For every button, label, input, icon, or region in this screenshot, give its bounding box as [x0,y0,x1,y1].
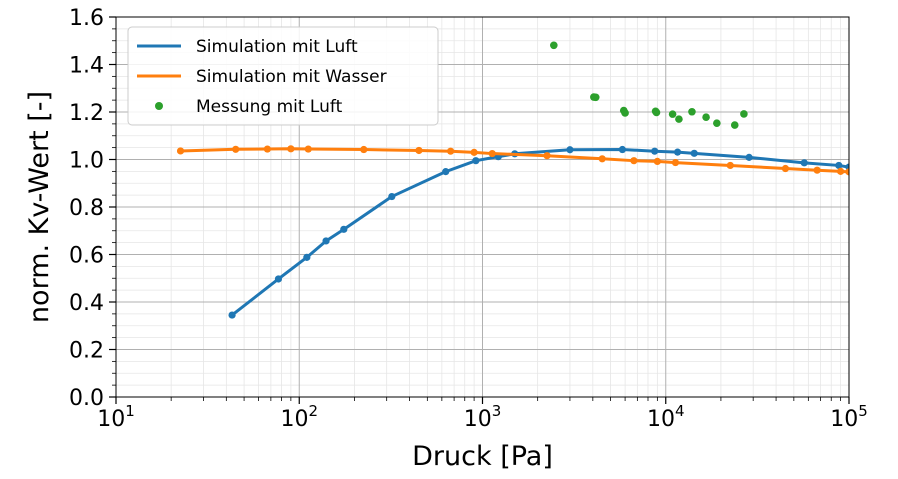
scatter-point [713,119,721,127]
legend: Simulation mit Luft Simulation mit Wasse… [127,26,439,126]
series-point-0 [228,311,236,319]
series-point-1 [232,145,240,153]
series-point-1 [837,167,845,175]
series-point-1 [470,148,478,156]
scatter-point [702,113,710,122]
y-tick-label: 1.6 [69,6,104,31]
legend-box [127,26,439,126]
series-point-1 [781,164,790,173]
x-axis-label: Druck [Pa] [412,441,553,472]
series-point-0 [442,168,450,176]
scatter-layer [550,41,748,129]
series-point-0 [566,146,574,154]
series-point-0 [274,275,283,283]
series-point-0 [322,237,330,245]
y-tick-label: 1.2 [69,101,104,126]
series-point-1 [360,145,368,154]
scatter-point [730,121,739,129]
series-point-0 [690,149,698,157]
y-tick-label: 0.4 [69,291,104,316]
y-tick-label: 0.8 [69,196,104,221]
x-tick-label: 102 [280,402,318,432]
y-axis-label: norm. Kv-Wert [-] [24,91,55,323]
y-tick-label: 0.2 [69,339,104,364]
series-layer [176,145,849,319]
axis-ticks [109,16,850,404]
x-tick-label: 105 [830,402,868,432]
y-tick-label: 0.6 [69,244,104,269]
y-tick-labels: 0.0 0.2 0.4 0.6 0.8 1.0 1.2 1.4 1.6 [69,6,104,411]
series-point-1 [304,145,312,153]
series-point-1 [488,149,496,158]
series-point-1 [813,166,821,174]
series-point-0 [835,161,843,170]
series-point-1 [653,157,661,165]
series-point-0 [673,148,682,156]
series-point-1 [447,147,455,155]
scatter-point [740,110,748,118]
legend-label-wasser: Simulation mit Wasser [196,67,387,87]
x-tick-label: 101 [97,402,135,432]
scatter-point [688,107,696,116]
scatter-point [621,109,629,117]
series-point-1 [598,155,606,163]
y-tick-label: 1.4 [69,54,104,79]
y-tick-label: 1.0 [69,149,104,174]
scatter-point [591,93,600,102]
series-point-1 [845,168,849,176]
series-point-0 [340,225,348,233]
series-point-1 [287,145,295,153]
scatter-point [652,108,661,117]
x-tick-label: 104 [647,402,685,432]
series-point-0 [303,253,311,261]
series-point-1 [543,152,551,160]
series-point-1 [726,161,734,170]
series-point-1 [263,145,271,153]
legend-swatch-messung [155,102,163,110]
series-point-1 [415,146,423,155]
series-point-0 [472,157,480,165]
y-tick-label: 0.0 [69,386,104,411]
series-point-0 [745,153,753,161]
legend-label-messung: Messung mit Luft [196,97,343,117]
scatter-point [550,41,558,50]
series-point-0 [388,192,396,201]
x-tick-labels: 101 102 103 104 105 [97,402,868,432]
legend-label-luft: Simulation mit Luft [196,37,358,57]
series-point-0 [618,145,626,154]
series-point-0 [651,147,659,155]
series-point-0 [800,159,808,167]
series-point-1 [176,147,185,155]
series-point-1 [671,158,680,167]
x-tick-label: 103 [464,402,502,432]
scatter-point [675,115,683,123]
series-point-1 [630,157,638,165]
scatter-point [668,110,677,118]
